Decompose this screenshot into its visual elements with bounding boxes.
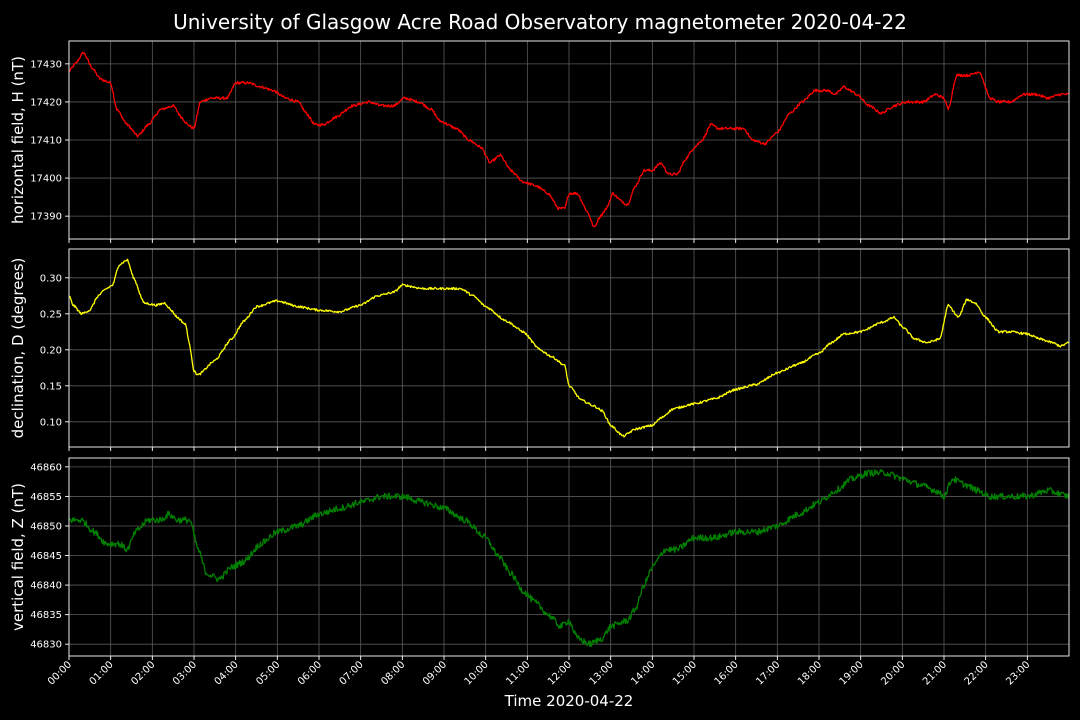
y-tick-label: 17420 [30, 97, 62, 108]
y-tick-label: 17390 [30, 212, 62, 223]
y-tick-label: 0.15 [40, 381, 62, 392]
y-tick-label: 0.10 [40, 417, 62, 428]
y-tick-label: 0.25 [40, 309, 62, 320]
y-tick-label: 46830 [30, 640, 62, 651]
y-tick-label: 17400 [30, 174, 62, 185]
series-line-vertical [68, 468, 1070, 647]
x-axis-label: Time 2020-04-22 [504, 692, 634, 710]
y-tick-label: 46855 [30, 492, 62, 503]
y-tick-label: 0.30 [40, 273, 62, 284]
y-axis-label-horizontal: horizontal field, H (nT) [9, 56, 27, 224]
y-tick-label: 46835 [30, 610, 62, 621]
y-axis-label-declination: declination, D (degrees) [9, 258, 27, 439]
y-tick-label: 0.20 [40, 345, 62, 356]
series-line-declination [68, 258, 1070, 438]
y-tick-label: 46840 [30, 581, 62, 592]
y-tick-label: 46845 [30, 551, 62, 562]
y-tick-label: 17410 [30, 136, 62, 147]
series-line-horizontal [68, 51, 1070, 228]
y-tick-label: 17430 [30, 59, 62, 70]
chart-title: University of Glasgow Acre Road Observat… [173, 10, 907, 34]
y-tick-label: 46860 [30, 462, 62, 473]
y-axis-label-vertical: vertical field, Z (nT) [9, 483, 27, 631]
y-tick-label: 46850 [30, 521, 62, 532]
